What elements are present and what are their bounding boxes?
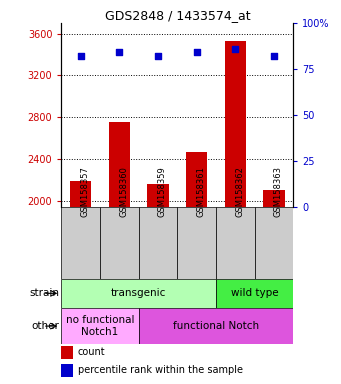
Bar (70, 181, 91, 207)
Point (194, 49, 199, 55)
Bar (186, 152, 207, 207)
Point (78, 53, 84, 59)
Text: GSM158359: GSM158359 (158, 167, 167, 217)
Bar (61, 364, 73, 377)
Bar (225, 41, 246, 207)
Text: transgenic: transgenic (111, 288, 166, 298)
Title: GDS2848 / 1433574_at: GDS2848 / 1433574_at (104, 9, 250, 22)
Bar (109, 122, 130, 207)
Bar (263, 190, 284, 207)
Bar (216, 207, 255, 279)
Bar (61, 207, 100, 279)
Point (155, 53, 161, 59)
Bar (139, 207, 177, 279)
Point (117, 49, 122, 55)
Text: GSM158360: GSM158360 (119, 166, 128, 217)
Text: GSM158362: GSM158362 (235, 166, 244, 217)
Bar (61, 279, 216, 308)
Bar (139, 308, 293, 344)
Bar (100, 207, 139, 279)
Text: strain: strain (29, 288, 59, 298)
Point (271, 53, 277, 59)
Text: GSM158363: GSM158363 (274, 166, 283, 217)
Text: wild type: wild type (231, 288, 278, 298)
Text: count: count (78, 347, 105, 357)
Bar (255, 207, 293, 279)
Text: functional Notch: functional Notch (173, 321, 259, 331)
Text: no functional
Notch1: no functional Notch1 (66, 315, 134, 337)
Text: percentile rank within the sample: percentile rank within the sample (78, 365, 242, 375)
Text: other: other (31, 321, 59, 331)
Bar (177, 207, 216, 279)
Bar (216, 279, 293, 308)
Text: GSM158357: GSM158357 (81, 166, 90, 217)
Bar (61, 346, 73, 359)
Bar (61, 308, 139, 344)
Point (233, 46, 238, 52)
Bar (147, 184, 168, 207)
Text: GSM158361: GSM158361 (197, 166, 206, 217)
